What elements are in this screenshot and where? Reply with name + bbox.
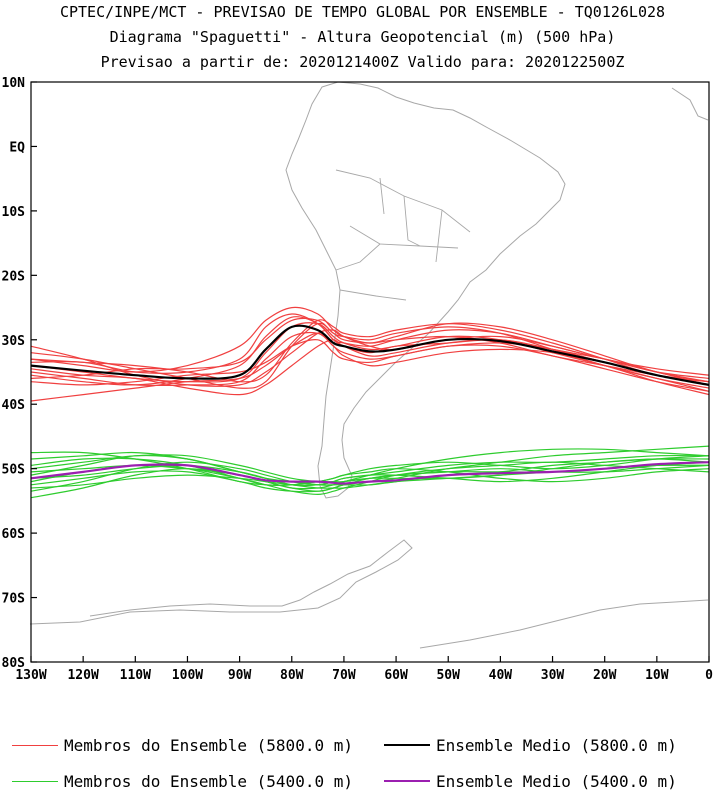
legend-item-mean-5800: Ensemble Medio (5800.0 m)	[384, 733, 677, 757]
legend-label-members-5800: Membros do Ensemble (5800.0 m)	[64, 735, 353, 755]
x-tick-label: 40W	[489, 668, 513, 683]
x-tick-label: 110W	[120, 668, 151, 683]
spaghetti-chart: 10N EQ 10S 20S 30S 40S 50S 60S 70S 80S 130W 120W 11…	[2, 76, 714, 683]
title-line-3: Previsao a partir de: 2020121400Z Valido…	[100, 53, 625, 71]
y-tick-label: 60S	[2, 527, 26, 542]
series-member-23	[30, 448, 710, 486]
legend-label-members-5400: Membros do Ensemble (5400.0 m)	[64, 771, 353, 791]
x-tick-label: 30W	[541, 668, 565, 683]
legend-item-mean-5400: Ensemble Medio (5400.0 m)	[384, 769, 677, 793]
country-borders	[335, 169, 471, 301]
series-mean-5800	[30, 324, 710, 386]
series-member-5	[30, 329, 710, 387]
x-tick-label: 100W	[172, 668, 203, 683]
x-tick-label: 90W	[228, 668, 252, 683]
series-member-12	[30, 339, 710, 386]
x-tick-label: 120W	[67, 668, 98, 683]
y-tick-label: 40S	[2, 398, 26, 413]
title-line-1: CPTEC/INPE/MCT - PREVISAO DE TEMPO GLOBA…	[59, 3, 666, 21]
legend-item-members-5400: Membros do Ensemble (5400.0 m)	[12, 769, 353, 793]
y-tick-label: 80S	[2, 656, 26, 671]
series-member-7	[30, 306, 710, 383]
title-line-2: Diagrama "Spaguetti" - Altura Geopotenci…	[109, 28, 616, 46]
legend-label-mean-5400: Ensemble Medio (5400.0 m)	[436, 771, 677, 791]
x-tick-label: 60W	[384, 668, 408, 683]
chart-titles: CPTEC/INPE/MCT - PREVISAO DE TEMPO GLOBA…	[0, 0, 725, 75]
series-member-11	[30, 322, 710, 392]
series-member-10	[30, 319, 710, 383]
legend-swatch-members-5800	[12, 744, 58, 746]
y-tick-label: 50S	[2, 463, 26, 478]
legend-swatch-mean-5400	[384, 780, 430, 782]
y-tick-label: 20S	[2, 269, 26, 284]
plot-frame	[30, 81, 710, 663]
antarctica-coastline	[29, 539, 709, 649]
x-tick-label: 50W	[436, 668, 460, 683]
x-tick-label: 70W	[332, 668, 356, 683]
series-member-17	[30, 458, 710, 492]
x-tick-label: 20W	[593, 668, 617, 683]
y-tick-label: EQ	[9, 140, 25, 155]
series-member-20	[30, 461, 710, 495]
south-america-coastline	[285, 81, 566, 499]
y-axis: 10N EQ 10S 20S 30S 40S 50S 60S 70S 80S	[2, 76, 37, 671]
legend-swatch-mean-5800	[384, 744, 430, 746]
legend-item-members-5800: Membros do Ensemble (5800.0 m)	[12, 733, 353, 757]
x-tick-label: 10W	[645, 668, 669, 683]
legend-label-mean-5800: Ensemble Medio (5800.0 m)	[436, 735, 677, 755]
series-mean-5400	[30, 461, 710, 485]
y-tick-label: 70S	[2, 592, 26, 607]
y-tick-label: 10N	[2, 76, 26, 91]
x-tick-label: 0	[705, 668, 713, 683]
series-member-8	[30, 338, 710, 396]
legend-swatch-members-5400	[12, 780, 58, 782]
series-member-18	[30, 458, 710, 490]
x-tick-label: 80W	[280, 668, 304, 683]
map-background	[29, 81, 709, 649]
africa-coastline	[671, 87, 709, 121]
spaghetti-lines	[30, 306, 710, 499]
y-tick-label: 30S	[2, 334, 26, 349]
y-tick-label: 10S	[2, 205, 26, 220]
x-axis: 130W 120W 110W 100W 90W 80W 70W 60W 50W 40W 30W 20W…	[15, 656, 713, 683]
x-tick-label: 130W	[15, 668, 46, 683]
